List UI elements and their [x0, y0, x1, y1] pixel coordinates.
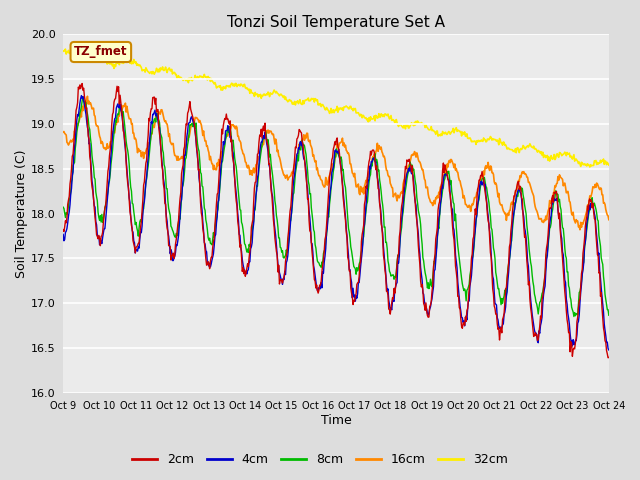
Title: Tonzi Soil Temperature Set A: Tonzi Soil Temperature Set A [227, 15, 445, 30]
X-axis label: Time: Time [321, 414, 351, 427]
Y-axis label: Soil Temperature (C): Soil Temperature (C) [15, 149, 28, 278]
Legend: 2cm, 4cm, 8cm, 16cm, 32cm: 2cm, 4cm, 8cm, 16cm, 32cm [127, 448, 513, 471]
Text: TZ_fmet: TZ_fmet [74, 46, 127, 59]
